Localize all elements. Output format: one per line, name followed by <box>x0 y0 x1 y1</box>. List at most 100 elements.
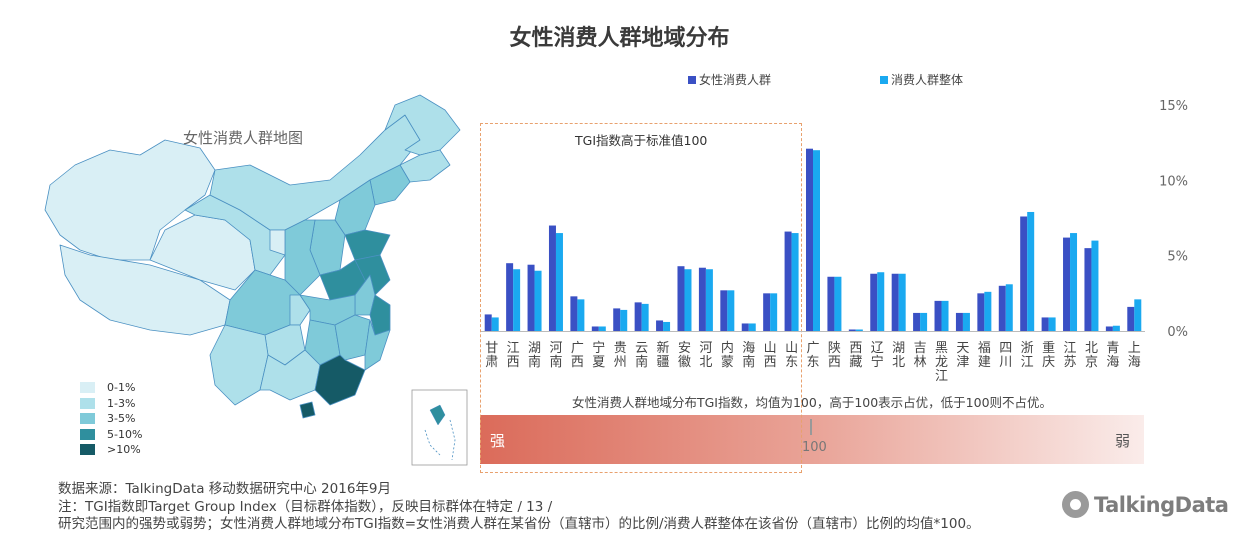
bar-female <box>784 231 792 331</box>
bar-overall <box>920 312 928 331</box>
y-tick-label: 10% <box>1159 174 1188 189</box>
x-tick-label: 南 <box>635 354 648 370</box>
brand-logo: TalkingData <box>1062 491 1229 518</box>
tgi-box-label: TGI指数高于标准值100 <box>575 133 708 148</box>
tgi-weak-label: 弱 <box>1115 432 1131 450</box>
x-tick-label: 福 <box>978 341 991 356</box>
legend-swatch <box>80 397 95 409</box>
legend-swatch <box>80 413 95 425</box>
bar-overall <box>1005 284 1013 331</box>
map-legend-item: 5-10% <box>80 427 142 443</box>
bar-overall <box>663 321 671 331</box>
x-tick-label: 海 <box>1106 355 1119 370</box>
bar-female <box>1020 216 1028 331</box>
x-tick-label: 贵 <box>614 341 627 356</box>
china-map <box>44 94 468 466</box>
bar-female <box>977 293 985 331</box>
x-tick-label: 南 <box>742 354 755 370</box>
tgi-highlight-box <box>480 123 802 473</box>
bar-female <box>806 148 813 331</box>
tgi-note: 女性消费人群地域分布TGI指数，均值为100，高于100表示占优，低于100则不… <box>571 395 1053 410</box>
bar-overall <box>598 326 606 331</box>
bar-female <box>613 308 621 331</box>
x-tick-label: 陕 <box>828 341 841 356</box>
x-tick-label: 北 <box>1085 341 1098 356</box>
map-region-hainan <box>299 401 316 419</box>
bar-overall <box>641 303 649 331</box>
bar-overall <box>813 150 820 331</box>
map-region-guangdong <box>314 354 366 406</box>
x-tick-label: 湖 <box>892 341 905 356</box>
x-tick-label: 南 <box>528 354 541 370</box>
map-legend-item: 0-1% <box>80 380 142 396</box>
legend-swatch <box>80 444 95 456</box>
x-tick-label: 川 <box>999 355 1012 370</box>
bar-female <box>548 225 556 331</box>
legend-label: 3-5% <box>107 412 136 426</box>
tgi-mid-tick <box>810 419 812 435</box>
x-tick-label: 林 <box>914 355 927 370</box>
tgi-gradient-bar <box>480 415 1144 464</box>
bar-overall <box>577 299 585 331</box>
source-line: 注：TGI指数即Target Group Index（目标群体指数），反映目标群… <box>58 498 553 515</box>
bar-female <box>1084 248 1092 331</box>
x-tick-label: 山 <box>785 341 798 356</box>
bar-female <box>677 266 685 331</box>
bar-female <box>891 273 899 331</box>
x-tick-label: 江 <box>935 369 948 384</box>
x-tick-label: 西 <box>764 355 777 370</box>
bar-overall <box>555 233 563 331</box>
x-tick-label: 吉 <box>914 341 927 356</box>
x-tick-label: 北 <box>699 355 712 370</box>
x-tick-label: 夏 <box>592 355 605 370</box>
bar-female <box>870 273 878 331</box>
legend-swatch <box>688 76 696 84</box>
x-tick-label: 浙 <box>1021 341 1034 356</box>
bar-overall <box>770 293 778 331</box>
map-legend-item: 1-3% <box>80 396 142 412</box>
x-tick-label: 西 <box>571 355 584 370</box>
x-tick-label: 江 <box>1021 355 1034 370</box>
bar-overall <box>727 290 735 331</box>
x-tick-label: 安 <box>678 341 691 356</box>
legend-label: 女性消费人群 <box>699 72 771 87</box>
bar-female <box>591 326 599 331</box>
x-tick-label: 山 <box>764 341 777 356</box>
map-region-ningxia <box>269 229 286 256</box>
bar-overall <box>513 269 521 331</box>
legend-label: 0-1% <box>107 381 136 395</box>
x-tick-label: 徽 <box>678 355 691 370</box>
bar-overall <box>620 309 628 331</box>
x-tick-label: 上 <box>1128 341 1141 356</box>
x-tick-label: 河 <box>699 341 712 356</box>
x-tick-label: 龙 <box>935 355 948 370</box>
bar-overall <box>1112 325 1120 331</box>
bar-overall <box>962 312 970 331</box>
x-tick-label: 江 <box>1064 341 1077 356</box>
source-notes: 数据来源：TalkingData 移动数据研究中心 2016年9月 注：TGI指… <box>58 481 980 534</box>
bar-female <box>741 323 749 331</box>
bar-overall <box>491 317 499 331</box>
x-tick-label: 湖 <box>528 341 541 356</box>
map-legend: 0-1% 1-3% 3-5% 5-10% >10% <box>80 380 142 458</box>
x-tick-label: 苏 <box>1064 354 1077 370</box>
legend-label: 消费人群整体 <box>891 72 963 87</box>
x-tick-label: 建 <box>978 355 991 370</box>
brand-name: TalkingData <box>1094 492 1229 517</box>
x-tick-label: 重 <box>1042 340 1055 356</box>
map-region-shandong <box>344 229 391 261</box>
page-title: 女性消费人群地域分布 <box>509 26 730 51</box>
bar-overall <box>834 276 842 331</box>
x-tick-label: 四 <box>999 341 1012 356</box>
x-tick-label: 州 <box>614 355 627 370</box>
x-tick-label: 云 <box>635 341 648 356</box>
legend-label: 1-3% <box>107 396 136 410</box>
bar-overall <box>941 300 949 331</box>
map-region-xinjiang <box>44 139 216 261</box>
bar-female <box>827 276 835 331</box>
bar-female <box>1127 306 1135 331</box>
bar-female <box>570 296 578 331</box>
x-tick-label: 新 <box>657 340 670 356</box>
x-tick-label: 辽 <box>871 341 884 356</box>
x-tick-label: 京 <box>1085 355 1098 370</box>
